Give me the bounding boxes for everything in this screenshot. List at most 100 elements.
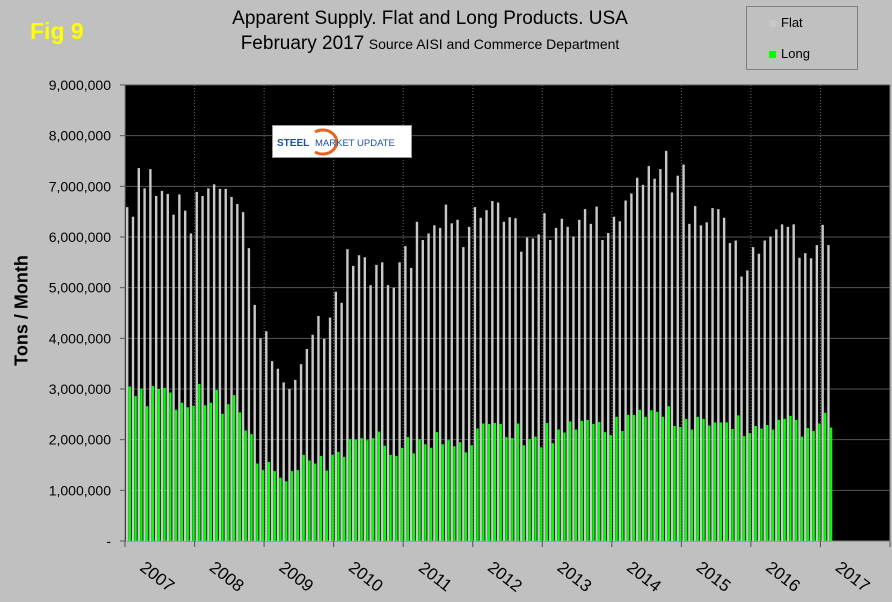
bar-long — [273, 471, 276, 541]
bar-flat — [607, 232, 610, 542]
bar-flat — [688, 223, 691, 541]
bar-long — [482, 423, 485, 541]
bar-flat — [809, 258, 813, 541]
bar-flat — [514, 218, 517, 541]
bar-flat — [595, 206, 598, 541]
bar-long — [516, 423, 520, 541]
bar-flat — [531, 238, 535, 541]
bar-long — [464, 452, 468, 541]
chart-subtitle: February 2017 — [240, 33, 365, 54]
bar-flat — [693, 206, 697, 542]
bar-long — [377, 431, 381, 541]
bar-flat — [259, 338, 262, 541]
y-tick-label: 4,000,000 — [49, 330, 111, 346]
bar-flat — [757, 253, 761, 541]
bar-flat — [804, 253, 807, 542]
bar-long — [383, 445, 386, 541]
bar-flat — [746, 270, 749, 541]
bar-long — [267, 461, 271, 541]
bar-flat — [207, 188, 210, 542]
bar-long — [424, 444, 427, 541]
bar-flat — [288, 389, 291, 541]
bar-long — [511, 438, 514, 541]
bar-flat — [276, 368, 280, 541]
bar-flat — [537, 234, 540, 541]
bar-long — [661, 416, 665, 541]
bar-flat — [647, 166, 650, 542]
bar-long — [702, 418, 705, 541]
bar-long — [354, 439, 358, 541]
bar-flat — [357, 255, 361, 542]
bar-flat — [711, 208, 714, 541]
legend-label-flat: Flat — [781, 15, 803, 30]
bar-flat — [154, 195, 158, 541]
bar-long — [493, 422, 497, 541]
bar-long — [563, 432, 566, 541]
bar-long — [290, 471, 294, 541]
bar-long — [673, 425, 676, 541]
bar-flat — [183, 210, 187, 542]
bar-long — [522, 445, 526, 541]
bar-long — [540, 447, 543, 541]
bar-long — [621, 431, 624, 541]
bar-long — [650, 410, 653, 541]
bar-flat — [352, 265, 355, 541]
chart-title: Apparent Supply. Flat and Long Products.… — [232, 8, 628, 29]
steel-market-update-logo: STEEL MARKET UPDATE — [272, 125, 412, 158]
bar-long — [140, 388, 143, 541]
bar-flat — [433, 225, 436, 541]
y-tick-label: 2,000,000 — [49, 432, 111, 448]
bar-long — [551, 443, 555, 541]
subtitle-line: February 2017 Source AISI and Commerce D… — [150, 33, 710, 55]
bar-long — [789, 415, 792, 541]
bar-long — [331, 454, 334, 541]
bar-long — [696, 416, 699, 541]
bar-flat — [572, 236, 575, 541]
bar-flat — [815, 245, 819, 541]
bar-flat — [508, 217, 511, 542]
bar-long — [771, 429, 775, 541]
svg-text:MARKET UPDATE: MARKET UPDATE — [315, 138, 395, 149]
bar-flat — [392, 287, 395, 541]
bar-long — [366, 440, 369, 541]
bar-long — [441, 444, 444, 541]
y-tick-label: 6,000,000 — [49, 229, 111, 245]
bar-flat — [195, 191, 198, 541]
bar-flat — [479, 217, 482, 541]
bar-flat — [705, 222, 708, 541]
bar-long — [203, 405, 207, 541]
bar-long — [180, 402, 184, 541]
bar-flat — [265, 331, 268, 541]
bar-flat — [160, 190, 164, 542]
bar-flat — [328, 317, 332, 541]
bar-long — [725, 422, 728, 541]
bar-flat — [369, 285, 372, 541]
bar-flat — [311, 334, 314, 541]
bar-long — [824, 412, 827, 541]
bar-long — [395, 455, 398, 541]
chart-source: Source AISI and Commerce Department — [368, 36, 620, 52]
bar-flat — [775, 229, 778, 541]
bar-long — [458, 442, 462, 541]
bar-long — [250, 434, 253, 541]
bar-long — [145, 406, 149, 541]
bar-flat — [230, 196, 233, 541]
y-tick-label: 9,000,000 — [49, 77, 111, 93]
bar-long — [325, 470, 329, 541]
bar-flat — [438, 227, 442, 541]
bar-long — [343, 456, 346, 541]
bar-flat — [682, 164, 685, 541]
bar-long — [372, 438, 375, 541]
bar-long — [215, 390, 218, 541]
bar-flat — [496, 202, 500, 541]
bar-flat — [560, 218, 564, 541]
bar-flat — [734, 240, 737, 541]
bar-flat — [253, 304, 256, 541]
x-tick-label: 2014 — [623, 558, 665, 596]
bar-long — [615, 416, 618, 541]
bar-flat — [578, 219, 581, 542]
bar-flat — [676, 175, 679, 541]
bar-long — [319, 455, 323, 541]
